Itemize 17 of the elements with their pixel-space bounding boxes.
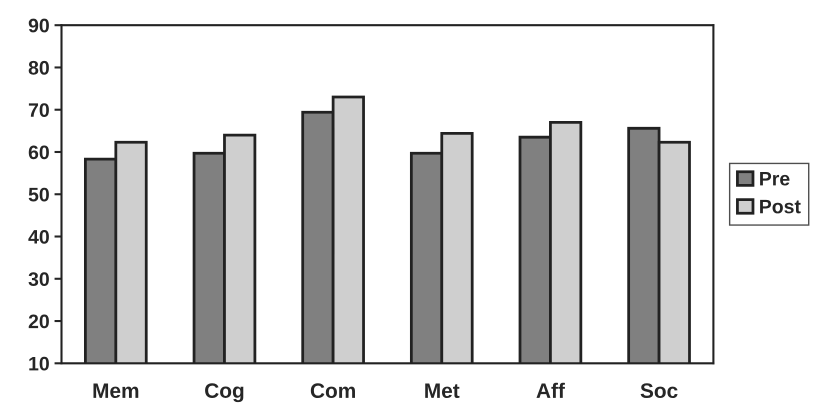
x-tick-label: Cog: [205, 383, 244, 402]
y-tick-label: 40: [28, 230, 49, 244]
x-tick-label: Aff: [536, 382, 565, 398]
y-tick-label: 70: [28, 103, 49, 117]
y-tick-label: 30: [28, 272, 49, 286]
y-tick-label: 20: [28, 314, 49, 328]
x-tick-label: Met: [425, 384, 460, 398]
x-tick-label: Mem: [93, 384, 138, 398]
legend-label: Post: [760, 200, 801, 214]
legend-label: Pre: [760, 172, 790, 186]
y-tick-label: 10: [29, 356, 49, 371]
x-tick-label: Com: [310, 383, 355, 398]
x-tick-label: Soc: [640, 383, 678, 398]
y-tick-label: 90: [28, 18, 49, 32]
y-tick-label: 50: [28, 188, 49, 202]
y-tick-label: 80: [28, 60, 49, 75]
y-tick-label: 60: [28, 145, 49, 160]
